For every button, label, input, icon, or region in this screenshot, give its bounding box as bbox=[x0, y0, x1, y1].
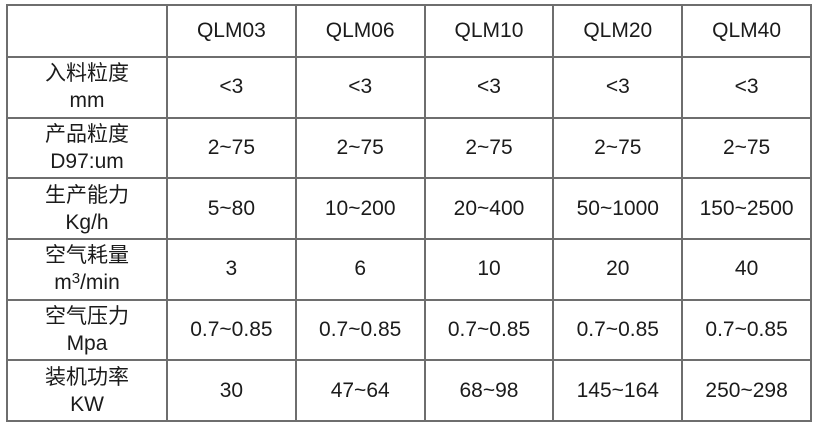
row-label-unit: KW bbox=[70, 392, 104, 416]
table-row: 空气耗量 m3/min 3 6 10 20 40 bbox=[6, 237, 812, 301]
row-label: 入料粒度 mm bbox=[6, 56, 168, 119]
row-label: 生产能力 Kg/h bbox=[6, 177, 168, 240]
value-cell: 2~75 bbox=[423, 116, 555, 180]
column-header-qlm20: QLM20 bbox=[552, 4, 684, 58]
value-cell: 50~1000 bbox=[552, 177, 684, 240]
value-cell: 2~75 bbox=[294, 116, 426, 180]
value-cell: 6 bbox=[294, 237, 426, 301]
value-cell: 2~75 bbox=[552, 116, 684, 180]
value-cell: 2~75 bbox=[681, 116, 812, 180]
row-label-name: 产品粒度 bbox=[45, 122, 129, 146]
value-cell: 5~80 bbox=[166, 177, 297, 240]
value-cell: <3 bbox=[681, 56, 812, 119]
value-cell: <3 bbox=[294, 56, 426, 119]
table-row: 生产能力 Kg/h 5~80 10~200 20~400 50~1000 150~2500 bbox=[6, 177, 812, 240]
column-header-qlm10: QLM10 bbox=[423, 4, 555, 58]
unit-prefix: m bbox=[54, 271, 72, 295]
value-cell: 145~164 bbox=[552, 359, 684, 422]
value-cell: 2~75 bbox=[166, 116, 297, 180]
row-label-name: 装机功率 bbox=[45, 365, 129, 389]
spec-table: QLM03 QLM06 QLM10 QLM20 QLM40 入料粒度 mm <3 <3 <3 <3… bbox=[6, 4, 812, 422]
value-cell: 10 bbox=[423, 237, 555, 301]
value-cell: <3 bbox=[552, 56, 684, 119]
unit-superscript: 3 bbox=[71, 270, 81, 288]
table-row: 入料粒度 mm <3 <3 <3 <3 <3 bbox=[6, 56, 812, 119]
row-label: 空气耗量 m3/min bbox=[6, 237, 168, 301]
column-header-qlm06: QLM06 bbox=[294, 4, 426, 58]
value-cell: 30 bbox=[166, 359, 297, 422]
value-cell: 0.7~0.85 bbox=[423, 298, 555, 362]
value-cell: 0.7~0.85 bbox=[681, 298, 812, 362]
row-label: 空气压力 Mpa bbox=[6, 298, 168, 362]
value-cell: 0.7~0.85 bbox=[166, 298, 297, 362]
corner-cell bbox=[6, 4, 168, 58]
row-label-unit: m3/min bbox=[10, 269, 164, 296]
value-cell: 40 bbox=[681, 237, 812, 301]
value-cell: 10~200 bbox=[294, 177, 426, 240]
row-label-name: 空气压力 bbox=[45, 304, 129, 328]
row-label-name: 生产能力 bbox=[45, 183, 129, 207]
row-label: 产品粒度 D97:um bbox=[6, 116, 168, 180]
header-row: QLM03 QLM06 QLM10 QLM20 QLM40 bbox=[6, 4, 812, 58]
row-label-name: 入料粒度 bbox=[45, 62, 129, 86]
value-cell: <3 bbox=[423, 56, 555, 119]
value-cell: 150~2500 bbox=[681, 177, 812, 240]
value-cell: 20~400 bbox=[423, 177, 555, 240]
table-body: 入料粒度 mm <3 <3 <3 <3 <3 产品粒度 D97:um 2~75 2~75 2~75 2~… bbox=[6, 56, 812, 422]
value-cell: 20 bbox=[552, 237, 684, 301]
row-label-unit: mm bbox=[69, 89, 105, 113]
column-header-qlm40: QLM40 bbox=[681, 4, 812, 58]
value-cell: 47~64 bbox=[294, 359, 426, 422]
row-label-unit: Mpa bbox=[66, 331, 108, 355]
row-label-name: 空气耗量 bbox=[45, 244, 129, 268]
table-row: 产品粒度 D97:um 2~75 2~75 2~75 2~75 2~75 bbox=[6, 116, 812, 180]
value-cell: 0.7~0.85 bbox=[294, 298, 426, 362]
value-cell: 0.7~0.85 bbox=[552, 298, 684, 362]
row-label: 装机功率 KW bbox=[6, 359, 168, 422]
unit-suffix: /min bbox=[80, 271, 120, 295]
table-row: 空气压力 Mpa 0.7~0.85 0.7~0.85 0.7~0.85 0.7~0.85 0… bbox=[6, 298, 812, 362]
value-cell: 68~98 bbox=[423, 359, 555, 422]
row-label-unit: Kg/h bbox=[65, 210, 109, 234]
column-header-qlm03: QLM03 bbox=[166, 4, 297, 58]
row-label-unit: D97:um bbox=[50, 149, 124, 173]
value-cell: 250~298 bbox=[681, 359, 812, 422]
value-cell: 3 bbox=[166, 237, 297, 301]
value-cell: <3 bbox=[166, 56, 297, 119]
table-row: 装机功率 KW 30 47~64 68~98 145~164 250~298 bbox=[6, 359, 812, 422]
